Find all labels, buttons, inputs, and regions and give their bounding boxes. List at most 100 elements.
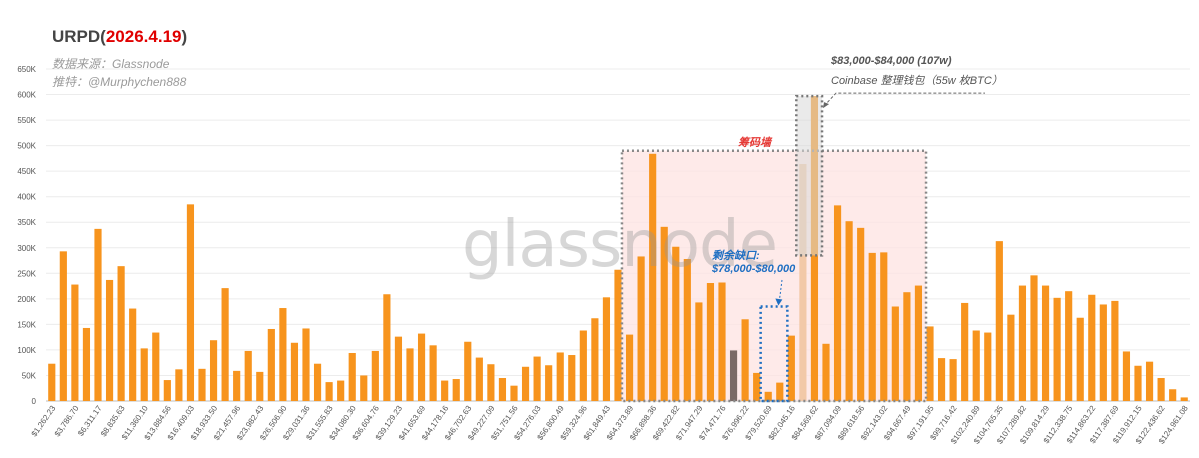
bar (1018, 285, 1027, 401)
bar (140, 348, 148, 401)
y-tick-label: 450K (17, 167, 36, 176)
bar (82, 327, 91, 401)
chart-title: URPD(2026.4.19) (52, 27, 187, 47)
bar (464, 341, 472, 401)
gap-arrow-line (778, 279, 783, 301)
bar (556, 352, 564, 401)
title-date: 2026.4.19 (105, 27, 182, 46)
y-tick-label: 200K (17, 295, 36, 304)
bar (729, 350, 738, 401)
y-tick-label: 550K (17, 116, 36, 125)
bar (1030, 275, 1038, 401)
bar (256, 371, 264, 401)
annotation-boxes (620, 92, 985, 403)
bar (510, 385, 518, 401)
coinbase-box (795, 94, 824, 257)
bar (706, 283, 715, 401)
bar (267, 328, 275, 401)
y-tick-label: 100K (17, 346, 36, 355)
bar (209, 340, 218, 401)
gap-arrow-head (775, 298, 783, 306)
title-prefix: URPD( (52, 27, 106, 46)
bar (1088, 294, 1096, 401)
bar (1134, 365, 1142, 401)
bar (579, 330, 587, 401)
bar (591, 318, 599, 401)
bar (880, 252, 888, 401)
bar (833, 205, 842, 401)
bar (1053, 297, 1061, 401)
bar (429, 345, 437, 401)
bar (475, 357, 483, 401)
y-tick-label: 400K (17, 193, 36, 202)
y-tick-label: 650K (17, 65, 36, 74)
bar (348, 352, 356, 401)
bar (487, 364, 495, 401)
bar (1007, 314, 1015, 401)
bar (891, 306, 899, 401)
gap-box (759, 305, 789, 403)
bar (903, 292, 911, 401)
bar (972, 330, 980, 401)
bar (325, 382, 333, 401)
chip-wall-label: 筹码墙 (738, 137, 771, 149)
bar (937, 358, 946, 401)
bar (1169, 389, 1177, 401)
bar (533, 356, 541, 401)
bar (394, 336, 403, 401)
bar (48, 363, 56, 401)
bar (857, 227, 865, 401)
bar (926, 326, 934, 401)
bar (602, 297, 611, 401)
twitter-line: 推特：@Murphychen888 (52, 75, 187, 89)
bar (521, 366, 530, 401)
bar (984, 332, 992, 401)
bar (360, 375, 368, 401)
bar (1076, 317, 1084, 401)
bar (568, 355, 576, 401)
y-tick-label: 50K (22, 371, 37, 380)
bar (337, 380, 345, 401)
coinbase-note-label: Coinbase 整理钱包（55w 枚BTC） (831, 75, 1003, 87)
bar (417, 333, 426, 401)
bar (406, 348, 414, 401)
bar (753, 372, 761, 401)
bar (244, 350, 252, 401)
bar (313, 363, 322, 401)
bar (186, 204, 195, 401)
coinbase-leader-line (823, 92, 985, 107)
y-tick-label: 500K (17, 142, 36, 151)
bar (718, 282, 726, 401)
bar (59, 251, 67, 401)
bar (995, 241, 1003, 401)
bar (498, 378, 507, 401)
bar (672, 246, 680, 401)
title-suffix: ) (181, 27, 188, 46)
bar (1041, 285, 1050, 401)
bar (787, 335, 795, 401)
bar (452, 379, 460, 401)
bar (683, 259, 691, 401)
bar (822, 343, 830, 401)
y-tick-label: 600K (17, 91, 36, 100)
bar (949, 359, 957, 401)
bar (868, 252, 876, 401)
bar (695, 302, 703, 401)
y-tick-label: 250K (17, 269, 36, 278)
bar (129, 308, 137, 401)
bar (741, 319, 749, 401)
y-tick-label: 150K (17, 320, 36, 329)
bar (290, 342, 299, 401)
y-tick-label: 0 (32, 397, 37, 406)
source-line: 数据来源：Glassnode (52, 57, 170, 71)
gap-range-label: $78,000-$80,000 (712, 263, 796, 275)
bar (914, 285, 923, 401)
bar (233, 370, 241, 401)
coinbase-leader-arrow (823, 102, 830, 109)
bar (1122, 351, 1131, 401)
bar (302, 328, 310, 401)
bar (117, 266, 125, 401)
bar (175, 369, 183, 401)
bar (221, 288, 229, 401)
